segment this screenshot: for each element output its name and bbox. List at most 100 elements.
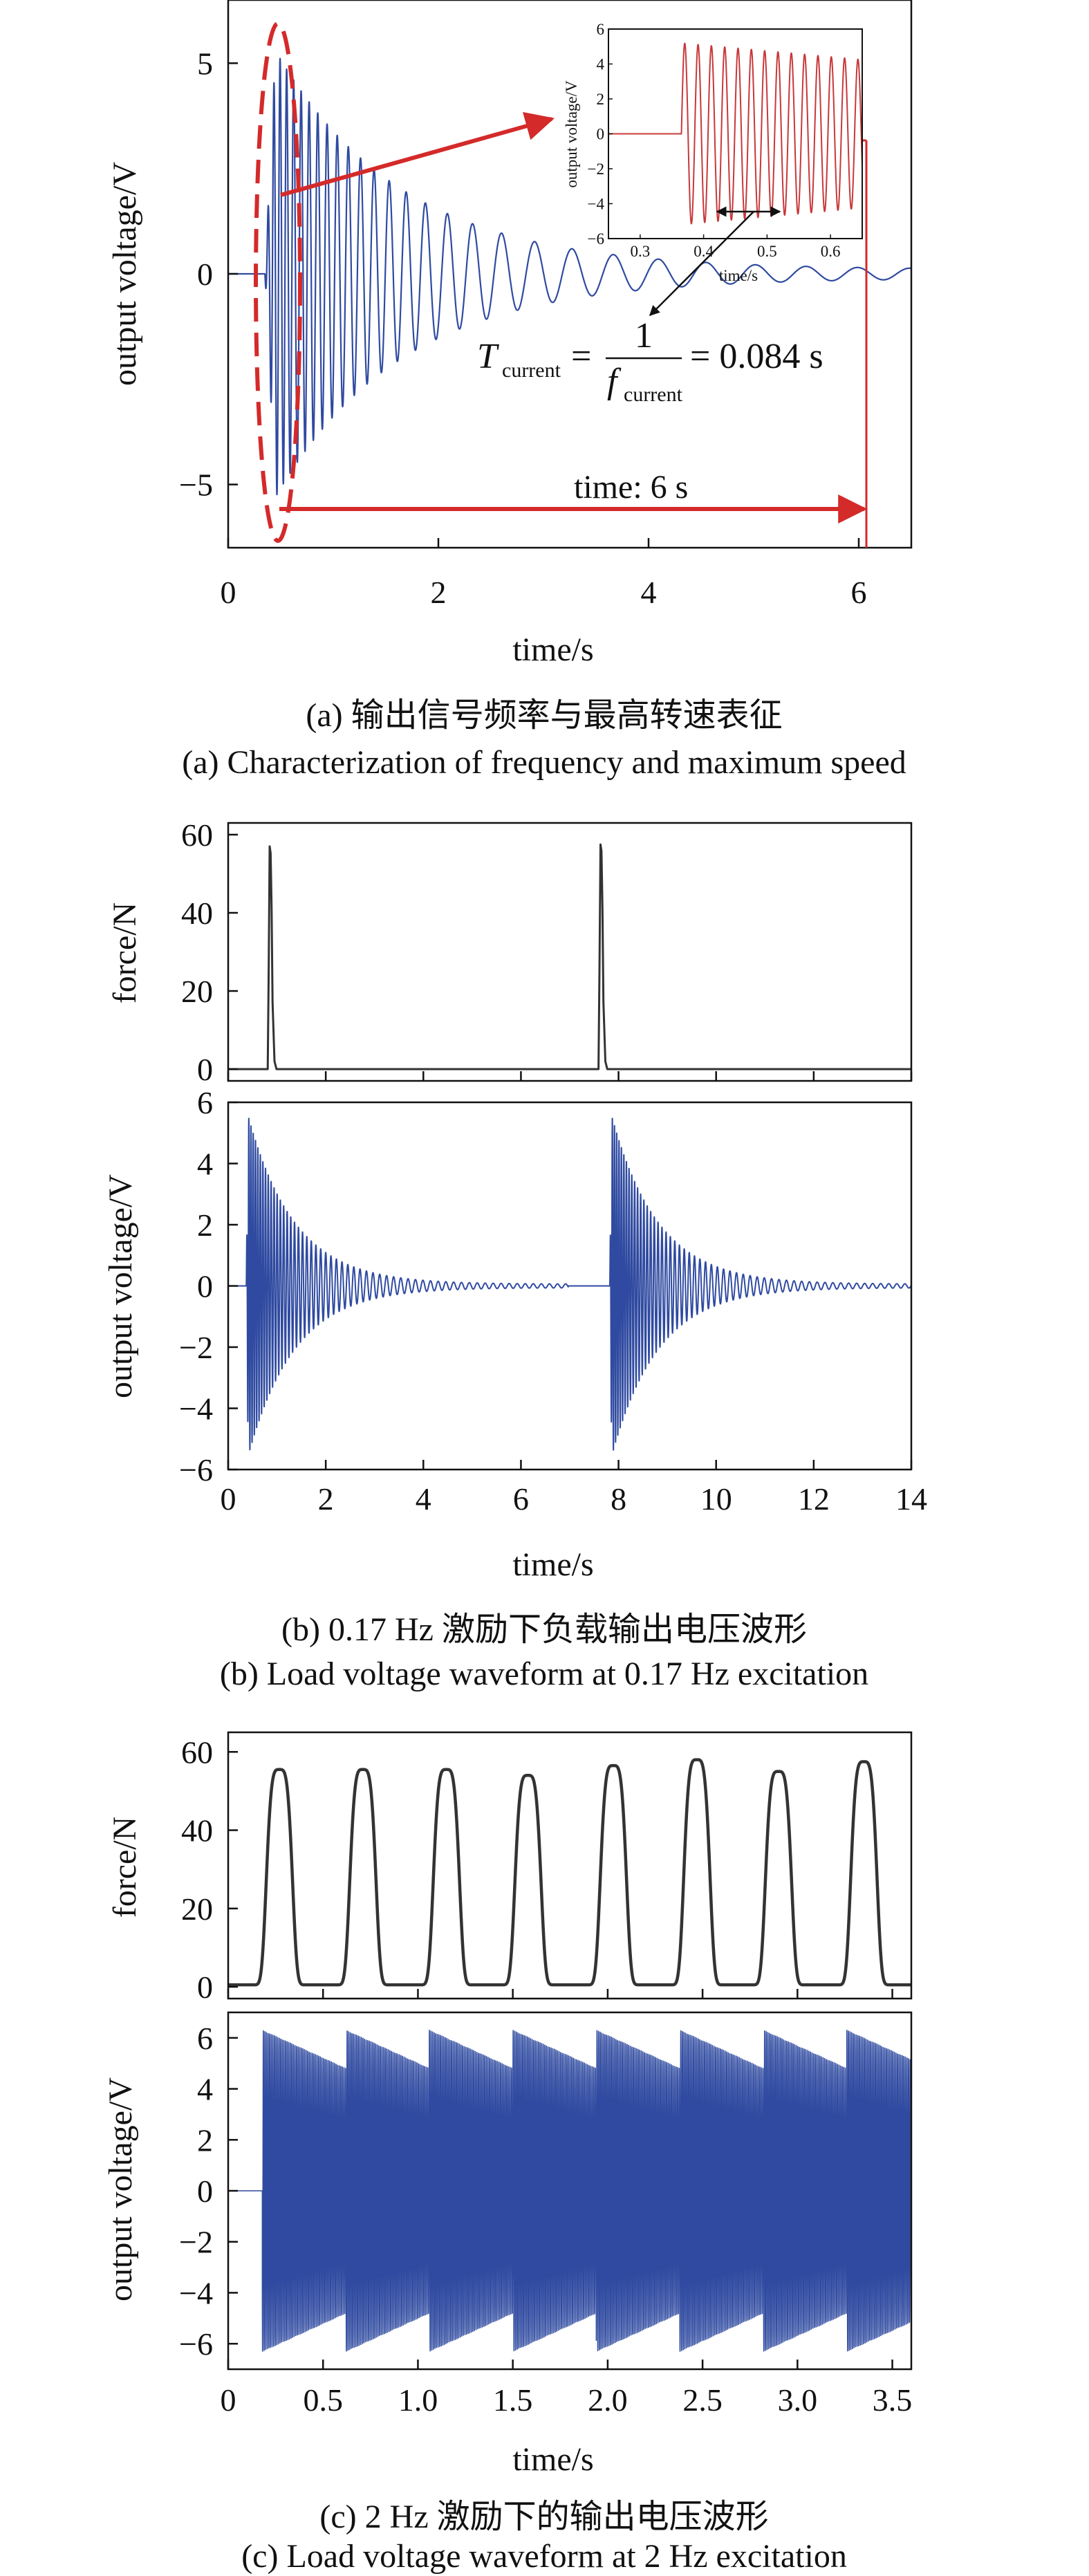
c-force-line (228, 1758, 911, 1987)
a-voltage-line (228, 57, 911, 496)
c-caption-cn: (c) 2 Hz 激励下的输出电压波形 (319, 2499, 768, 2535)
x-tick-label: 6 (851, 575, 867, 610)
a-duration-label: time: 6 s (574, 469, 688, 506)
a-voltage-series (228, 57, 911, 496)
panel-a: 0 2 4 6 5 0 −5 time: 6 s T current = 1 f curre… (106, 0, 913, 781)
b-voltage-line (228, 1118, 911, 1451)
y-tick-label: 40 (181, 896, 213, 931)
y-tick-label: 0 (197, 1970, 213, 2005)
y-tick-label: 2 (197, 1207, 213, 1243)
y-tick-label: −5 (179, 467, 213, 503)
y-tick-label: 4 (597, 56, 605, 73)
y-tick-label: 20 (181, 974, 213, 1009)
inset-ylabel: output voltage/V (563, 80, 580, 188)
y-tick-label: 6 (597, 21, 605, 38)
b-force-line (228, 843, 911, 1071)
x-tick-label: 2 (431, 575, 447, 610)
x-tick-label: 6 (513, 1481, 529, 1517)
c-voltage-series (228, 2030, 911, 2352)
inset-xlabel: time/s (719, 267, 758, 284)
x-tick-label: 1.5 (493, 2382, 533, 2418)
y-tick-label: 4 (197, 2072, 213, 2107)
x-tick-label: 2.5 (682, 2382, 723, 2418)
a-axes: 0 2 4 6 5 0 −5 (179, 46, 866, 610)
b-force-series (228, 843, 911, 1071)
y-tick-label: −6 (179, 2326, 213, 2362)
a-caption-cn: (a) 输出信号频率与最高转速表征 (306, 697, 782, 734)
formula-equals: = (571, 337, 591, 376)
y-tick-label: 0 (197, 1269, 213, 1304)
a-ylabel: output voltage/V (106, 162, 143, 386)
x-tick-label: 0.4 (694, 243, 714, 260)
y-tick-label: 2 (597, 91, 605, 108)
formula-lhs-sub: current (502, 359, 561, 382)
y-tick-label: 20 (181, 1891, 213, 1927)
y-tick-label: 0 (597, 126, 605, 143)
y-tick-label: −4 (179, 2275, 213, 2310)
c-voltage-axes: 0 0.5 1.0 1.5 2.0 2.5 3.0 3.5 6 4 2 0 −2 −4 −6 (179, 2021, 912, 2418)
b-xlabel: time/s (512, 1546, 593, 1583)
x-tick-label: 8 (611, 1481, 626, 1517)
y-tick-label: 6 (197, 1085, 213, 1120)
y-tick-label: 5 (197, 46, 213, 81)
x-tick-label: 0.5 (757, 243, 777, 260)
b-force-ylabel: force/N (106, 902, 143, 1004)
y-tick-label: 0 (197, 257, 213, 292)
y-tick-label: −4 (179, 1391, 213, 1427)
b-force-axes: 60 40 20 0 (181, 817, 913, 1087)
x-tick-label: 4 (416, 1481, 431, 1517)
c-force-series (228, 1758, 911, 1987)
a-xlabel: time/s (512, 631, 593, 668)
x-tick-label: 4 (641, 575, 657, 610)
y-tick-label: −2 (179, 2225, 213, 2260)
c-force-ylabel: force/N (106, 1817, 143, 1918)
y-tick-label: 60 (181, 817, 213, 853)
y-tick-label: 2 (197, 2122, 213, 2158)
formula-rhs: = 0.084 s (690, 337, 823, 376)
formula-numerator: 1 (635, 316, 653, 355)
b-caption-en: (b) Load voltage waveform at 0.17 Hz exc… (220, 1656, 868, 1692)
c-force-frame (227, 1731, 913, 2000)
c-xlabel: time/s (512, 2441, 593, 2478)
x-tick-label: 12 (798, 1481, 830, 1517)
x-tick-label: 14 (895, 1481, 927, 1517)
y-tick-label: 4 (197, 1147, 213, 1182)
x-tick-label: 10 (700, 1481, 732, 1517)
x-tick-label: 1.0 (398, 2382, 438, 2418)
c-force-axes: 60 40 20 0 (181, 1734, 893, 2005)
x-tick-label: 0 (221, 1481, 236, 1517)
y-tick-label: 0 (197, 2174, 213, 2209)
x-tick-label: 0.3 (631, 243, 651, 260)
x-tick-label: 0 (221, 2382, 236, 2418)
y-tick-label: 60 (181, 1734, 213, 1770)
c-caption-en: (c) Load voltage waveform at 2 Hz excita… (241, 2538, 847, 2575)
a-caption-en: (a) Characterization of frequency and ma… (182, 744, 906, 781)
x-tick-label: 2 (318, 1481, 334, 1517)
c-voltage-line (228, 2030, 911, 2352)
y-tick-label: −2 (588, 160, 604, 178)
y-tick-label: −4 (588, 196, 605, 213)
y-tick-label: 40 (181, 1813, 213, 1848)
x-tick-label: 0 (221, 575, 236, 610)
y-tick-label: −6 (588, 230, 604, 248)
a-zoom-arrow (280, 111, 555, 197)
b-caption-cn: (b) 0.17 Hz 激励下负载输出电压波形 (281, 1611, 807, 1648)
x-tick-label: 3.0 (778, 2382, 818, 2418)
y-tick-label: −6 (179, 1452, 213, 1488)
x-tick-label: 2.0 (588, 2382, 628, 2418)
y-tick-label: 6 (197, 2021, 213, 2056)
x-tick-label: 0.6 (821, 243, 841, 260)
y-tick-label: 0 (197, 1052, 213, 1087)
formula-denominator: f (607, 362, 622, 401)
b-voltage-axes: 0 2 4 6 8 10 12 14 6 4 2 0 −2 −4 −6 (179, 1085, 927, 1517)
b-voltage-ylabel: output voltage/V (102, 1174, 139, 1398)
y-tick-label: −2 (179, 1330, 213, 1365)
formula-lhs: T (477, 337, 499, 376)
b-force-frame (227, 822, 913, 1082)
x-tick-label: 3.5 (873, 2382, 913, 2418)
formula-denominator-sub: current (624, 383, 683, 406)
